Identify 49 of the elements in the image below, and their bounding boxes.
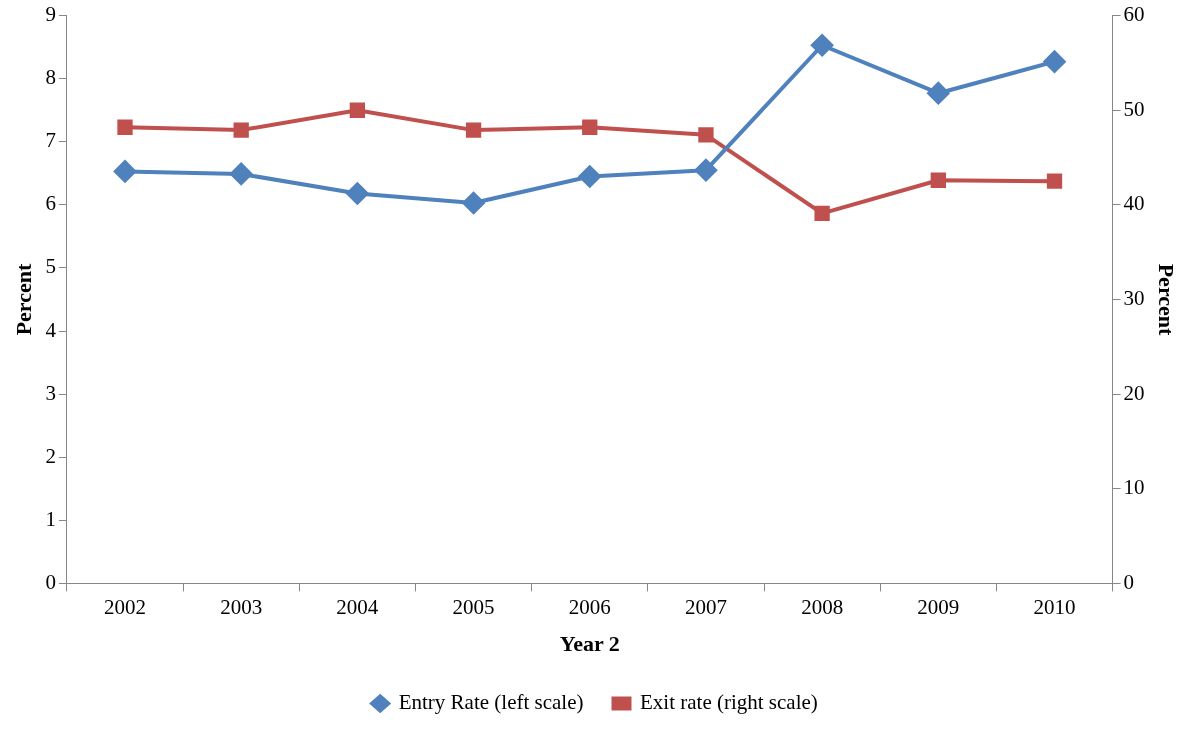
point	[1043, 50, 1066, 73]
point	[811, 34, 834, 57]
y-axis-title: Percent	[10, 263, 36, 336]
point	[582, 119, 598, 135]
x-tick-label: 2007	[684, 594, 727, 619]
point	[930, 172, 946, 188]
x-tick-label: 2002	[103, 594, 146, 619]
x-tick-label: 2004	[336, 594, 379, 619]
point	[927, 82, 950, 105]
x-tick-label: 2010	[1033, 594, 1076, 619]
legend-label: Exit rate (right scale)	[640, 690, 818, 715]
x-axis-title: Year 2	[559, 631, 620, 657]
y2-axis-title: Percent	[1154, 263, 1180, 336]
y-tick-label: 7	[45, 128, 56, 153]
x-tick-label: 2006	[568, 594, 611, 619]
x-tick-label: 2003	[220, 594, 263, 619]
x-tick-label: 2008	[801, 594, 844, 619]
y-tick-label: 8	[45, 65, 56, 90]
y-tick-label: 2	[45, 443, 56, 468]
point	[113, 160, 136, 183]
legend-label: Entry Rate (left scale)	[398, 690, 584, 715]
y-tick-label: 9	[45, 2, 56, 27]
y-tick-label: 1	[45, 506, 56, 531]
point	[346, 182, 369, 205]
point	[462, 191, 485, 214]
y-tick-label: 0	[45, 569, 56, 594]
point	[814, 205, 830, 222]
y2-tick-label: 10	[1123, 475, 1145, 500]
y-tick-label: 4	[45, 317, 57, 342]
y2-tick-label: 50	[1123, 96, 1145, 121]
point	[698, 127, 714, 143]
point	[465, 122, 482, 138]
y2-tick-label: 40	[1123, 191, 1145, 216]
y2-tick-label: 30	[1123, 286, 1145, 311]
x-tick-label: 2005	[452, 594, 495, 619]
point	[578, 165, 601, 188]
x-tick-label: 2009	[917, 594, 960, 619]
point	[233, 122, 249, 138]
y-tick-label: 6	[45, 191, 56, 216]
y-tick-label: 5	[45, 254, 56, 279]
point	[349, 102, 366, 118]
point	[117, 119, 133, 135]
y2-tick-label: 0	[1123, 569, 1135, 594]
y2-tick-label: 20	[1123, 380, 1145, 405]
y-tick-label: 3	[45, 380, 56, 405]
point	[694, 159, 717, 182]
y2-tick-label: 60	[1123, 2, 1145, 27]
point	[230, 162, 253, 185]
point	[1046, 173, 1063, 189]
